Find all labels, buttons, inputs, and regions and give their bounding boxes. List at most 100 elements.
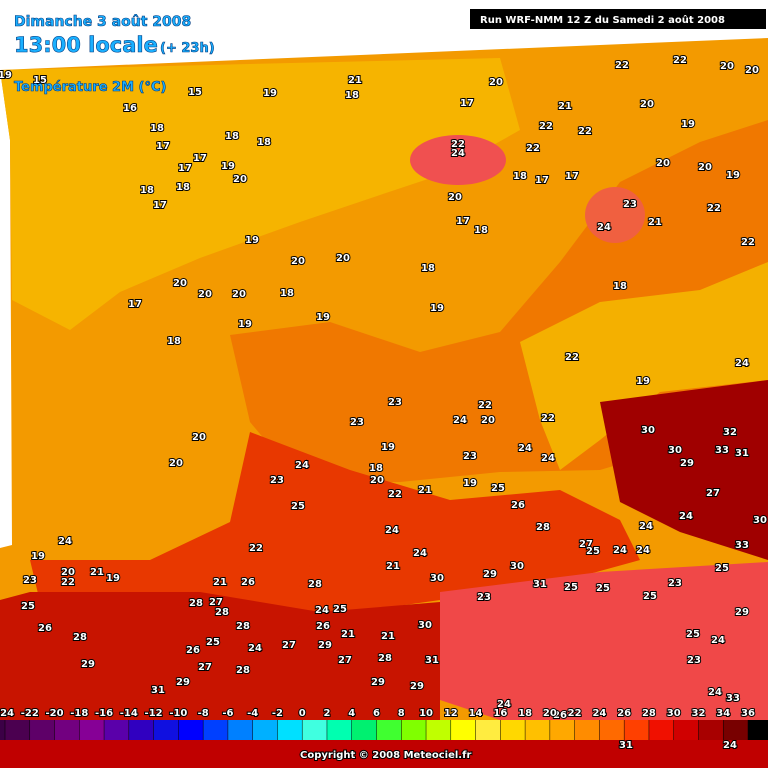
contour-label: 19 (238, 319, 252, 330)
contour-label: 21 (348, 75, 362, 86)
colorbar-cell (401, 720, 427, 740)
contour-label: 27 (579, 539, 593, 550)
contour-label: 17 (193, 153, 207, 164)
contour-label: 20 (61, 567, 75, 578)
contour-label: 24 (723, 740, 737, 751)
colorbar-cell (475, 720, 501, 740)
colorbar-cell (227, 720, 253, 740)
contour-label: 25 (715, 563, 729, 574)
contour-label: 28 (378, 653, 392, 664)
contour-label: 20 (192, 432, 206, 443)
contour-label: 19 (245, 235, 259, 246)
contour-label: 24 (248, 643, 262, 654)
contour-label: 25 (291, 501, 305, 512)
contour-label: 27 (282, 640, 296, 651)
colorbar-cell (54, 720, 80, 740)
contour-label: 20 (745, 65, 759, 76)
colorbar-cell (252, 720, 278, 740)
contour-label: 25 (206, 637, 220, 648)
colorbar-cell (648, 720, 674, 740)
contour-label: 24 (541, 453, 555, 464)
contour-label: 18 (345, 90, 359, 101)
contour-label: 22 (526, 143, 540, 154)
contour-label: 16 (123, 103, 137, 114)
colorbar-label: -12 (145, 708, 163, 719)
contour-label: 18 (176, 182, 190, 193)
contour-label: 27 (338, 655, 352, 666)
colorbar-label: 26 (617, 708, 631, 719)
contour-label: 17 (153, 200, 167, 211)
colorbar-label: 32 (692, 708, 706, 719)
colorbar-cell (723, 720, 748, 740)
colorbar-label: -2 (272, 708, 283, 719)
colorbar-cell (104, 720, 129, 740)
contour-label: 28 (189, 598, 203, 609)
colorbar-cell (79, 720, 105, 740)
colorbar-label: 24 (592, 708, 606, 719)
colorbar-label: 14 (469, 708, 483, 719)
contour-label: 33 (726, 693, 740, 704)
contour-label: 22 (578, 126, 592, 137)
colorbar-label: 6 (373, 708, 380, 719)
colorbar-cell (500, 720, 526, 740)
contour-label: 22 (741, 237, 755, 248)
region-red (30, 432, 640, 620)
contour-label: 28 (215, 607, 229, 618)
contour-label: 21 (558, 101, 572, 112)
colorbar-label: 30 (667, 708, 681, 719)
contour-label: 28 (536, 522, 550, 533)
time: 13:00 locale (14, 33, 158, 57)
colorbar-label: -24 (0, 708, 14, 719)
contour-label: 25 (491, 483, 505, 494)
contour-label: 26 (38, 623, 52, 634)
contour-label: 19 (263, 88, 277, 99)
contour-label: 28 (308, 579, 322, 590)
region-alps (520, 262, 768, 470)
colorbar-cell (128, 720, 154, 740)
contour-label: 17 (535, 175, 549, 186)
colorbar-label: 20 (543, 708, 557, 719)
contour-label: 26 (186, 645, 200, 656)
colorbar-cell (450, 720, 476, 740)
colorbar-cell (698, 720, 724, 740)
contour-label: 20 (370, 475, 384, 486)
contour-label: 29 (483, 569, 497, 580)
contour-label: 24 (451, 148, 465, 159)
contour-label: 15 (188, 87, 202, 98)
contour-label: 24 (711, 635, 725, 646)
contour-label: 30 (641, 425, 655, 436)
colorbar: -24-22-20-18-16-14-12-10-8-6-4-202468101… (0, 707, 768, 740)
contour-label: 22 (249, 543, 263, 554)
contour-label: 30 (753, 515, 767, 526)
contour-label: 17 (565, 171, 579, 182)
contour-label: 30 (430, 573, 444, 584)
region-dark-red (600, 380, 768, 560)
temperature-field (0, 38, 768, 768)
colorbar-label: -14 (120, 708, 138, 719)
contour-label: 17 (456, 216, 470, 227)
contour-label: 23 (623, 199, 637, 210)
colorbar-cell (5, 720, 30, 740)
contour-label: 24 (315, 605, 329, 616)
contour-label: 22 (61, 577, 75, 588)
colorbar-cell (351, 720, 377, 740)
contour-label: 26 (553, 710, 567, 721)
hot-spot (585, 187, 645, 243)
colorbar-label: -8 (198, 708, 209, 719)
contour-label: 18 (225, 131, 239, 142)
contour-label: 23 (687, 655, 701, 666)
contour-label: 25 (333, 604, 347, 615)
colorbar-cell (277, 720, 303, 740)
contour-label: 23 (350, 417, 364, 428)
contour-label: 29 (318, 640, 332, 651)
contour-label: 24 (597, 222, 611, 233)
contour-label: 17 (156, 141, 170, 152)
contour-label: 18 (167, 336, 181, 347)
contour-label: 22 (451, 139, 465, 150)
contour-label: 20 (232, 289, 246, 300)
colorbar-label: -10 (169, 708, 187, 719)
contour-label: 21 (648, 217, 662, 228)
date: Dimanche 3 août 2008 (14, 14, 191, 30)
contour-label: 20 (481, 415, 495, 426)
contour-label: 29 (81, 659, 95, 670)
